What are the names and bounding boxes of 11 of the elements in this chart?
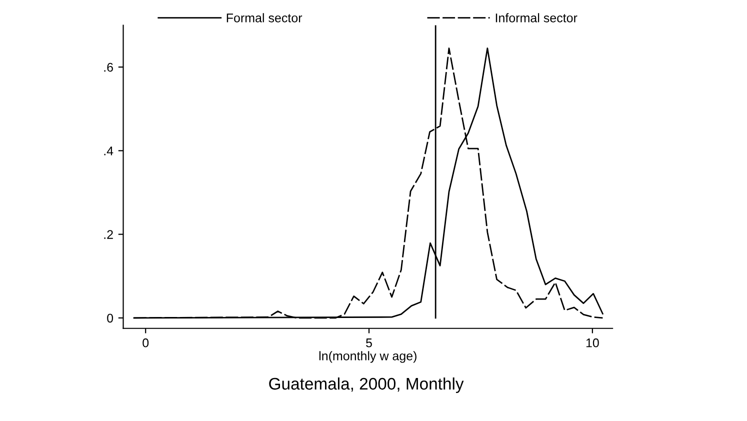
x-tick-label: 5 [366,338,372,348]
legend-label: Informal sector [496,13,578,22]
y-tick-label: .4 [104,146,114,156]
text: Guatemala, 2000, Monthly [269,377,464,393]
x-axis-title: ln(monthly w age) [319,351,416,363]
legend-label: Formal sector [226,13,302,22]
y-tick-label: 0 [107,314,114,323]
x-tick-label: 0 [142,338,149,348]
y-tick-label: .2 [104,230,113,239]
y-tick-label: .6 [104,62,113,72]
x-tick-label: 10 [586,338,599,348]
